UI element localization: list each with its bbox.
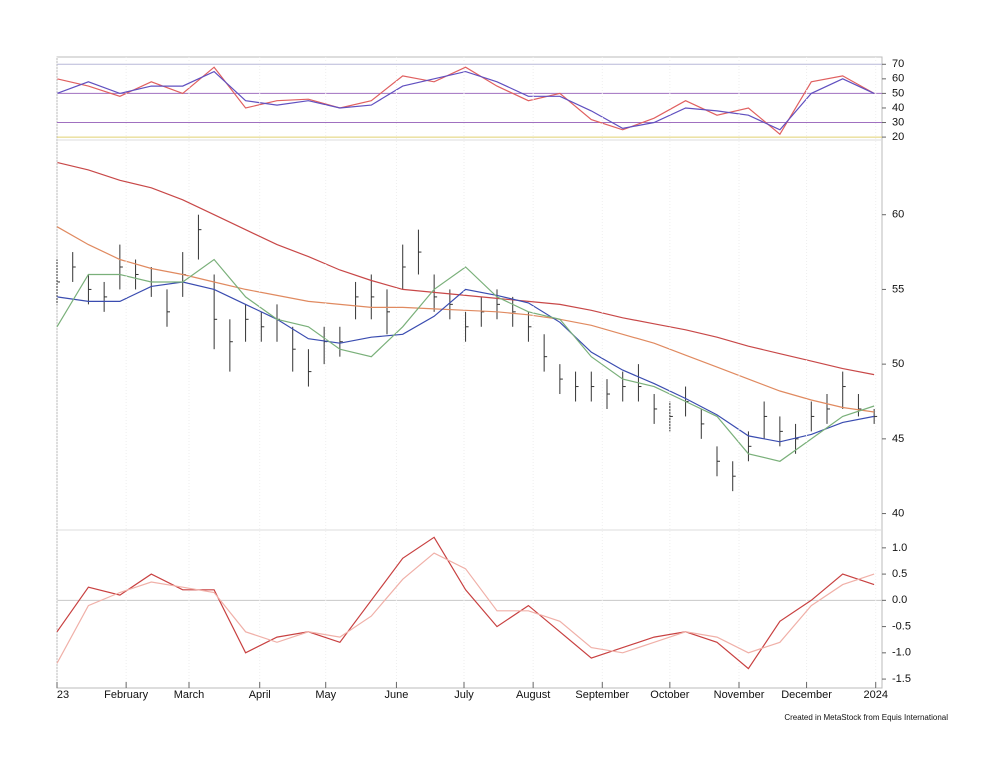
x-tick-label: September [575,689,629,701]
indicator-line [56,258,875,462]
indicator-line [56,536,875,670]
x-tick-label: August [516,689,550,701]
x-tick-label: February [104,689,149,701]
y-tick-label: 60 [892,73,904,85]
indicator-line [56,226,875,413]
x-tick-label: November [714,689,765,701]
x-tick-label: July [454,689,474,701]
indicator-line [56,66,875,136]
y-tick-label: -1.5 [892,673,911,685]
x-tick-label: 23 [57,689,69,701]
x-tick-label: June [384,689,408,701]
y-tick-label: 60 [892,209,904,221]
y-tick-label: 0.0 [892,594,907,606]
y-tick-label: 0.5 [892,568,907,580]
x-tick-label: 2024 [863,689,887,701]
y-tick-label: 50 [892,87,904,99]
indicator-line [56,70,875,131]
y-tick-label: 45 [892,433,904,445]
x-tick-label: December [781,689,832,701]
x-tick-label: October [650,689,689,701]
indicator-line [56,161,875,376]
y-tick-label: -0.5 [892,620,911,632]
y-tick-label: 70 [892,58,904,70]
y-tick-label: 55 [892,283,904,295]
y-tick-label: 40 [892,507,904,519]
y-tick-label: 40 [892,102,904,114]
plot-frame [56,56,883,689]
indicator-line [56,281,875,443]
y-tick-label: 1.0 [892,542,907,554]
y-tick-label: 20 [892,131,904,143]
x-tick-label: March [174,689,205,701]
y-tick-label: -1.0 [892,647,911,659]
footnote: Created in MetaStock from Equis Internat… [784,713,948,722]
x-tick-label: April [249,689,271,701]
y-tick-label: 30 [892,116,904,128]
indicator-line [56,552,875,664]
y-tick-label: 50 [892,358,904,370]
x-tick-label: May [315,689,336,701]
